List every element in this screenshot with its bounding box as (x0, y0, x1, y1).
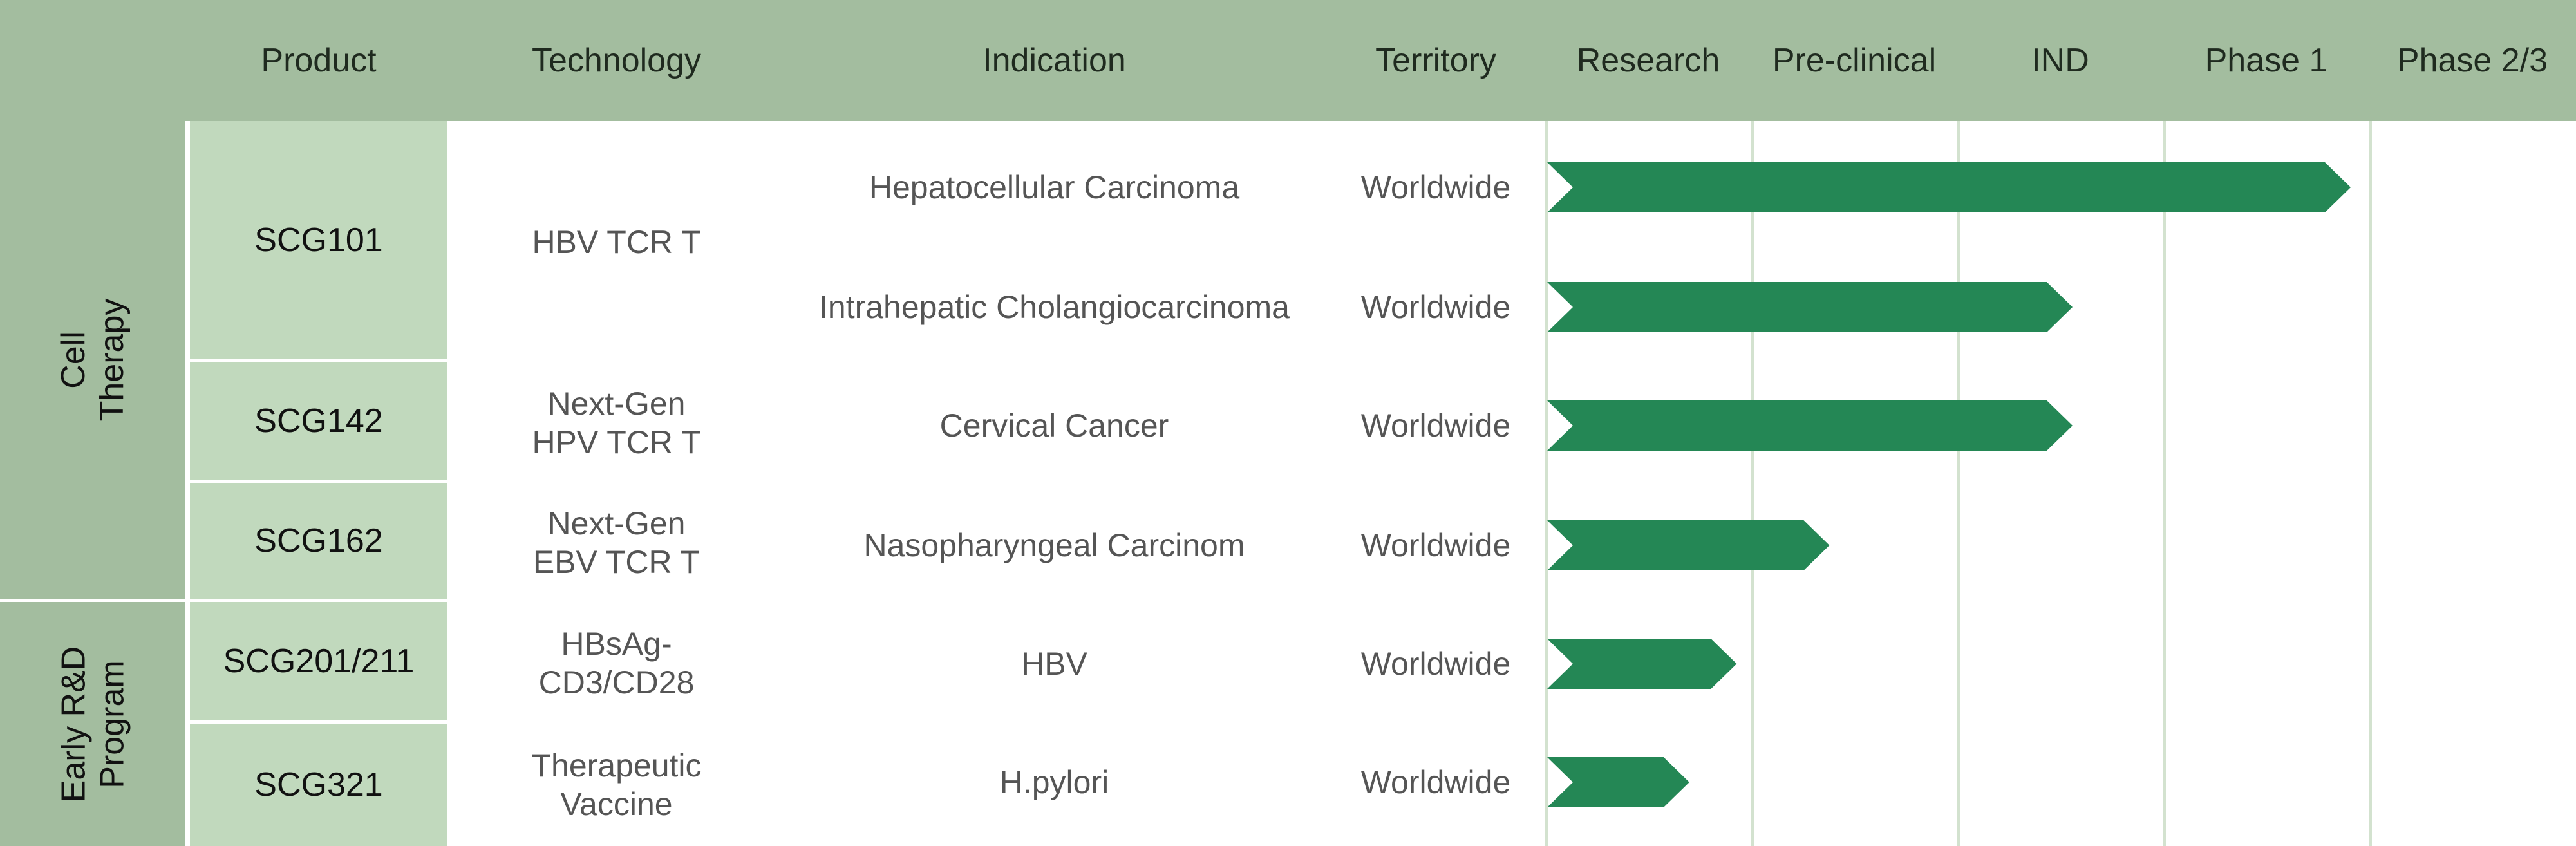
technology-cell: Therapeutic Vaccine (531, 747, 702, 822)
territory-cell: Worldwide (1360, 289, 1511, 325)
indication-cell: H.pylori (999, 764, 1109, 800)
indication-cell: Nasopharyngeal Carcinom (863, 527, 1245, 563)
header-band (0, 0, 2576, 121)
progress-bar (1547, 639, 1737, 689)
group-cell-early-rd: Early R&D Program (0, 602, 185, 846)
product-cell: SCG162 (190, 483, 447, 602)
header-stage-phase1: Phase 1 (2205, 42, 2328, 79)
product-cell: SCG201/211 (190, 602, 447, 724)
product-cell: SCG321 (190, 724, 447, 846)
territory-cell: Worldwide (1360, 646, 1511, 682)
header-stage-research: Research (1576, 42, 1720, 79)
stage-gridline (1957, 121, 1960, 846)
technology-cell: HBsAg- CD3/CD28 (538, 625, 695, 700)
group-cell-cell-therapy: Cell Therapy (0, 121, 185, 602)
progress-bar (1547, 282, 2073, 332)
technology-cell: HBV TCR T (532, 223, 701, 260)
territory-cell: Worldwide (1360, 169, 1511, 205)
indication-cell: Intrahepatic Cholangiocarcinoma (819, 289, 1290, 325)
header-indication: Indication (982, 42, 1126, 79)
indication-cell: Cervical Cancer (939, 408, 1169, 444)
header-stage-ind: IND (2031, 42, 2089, 79)
progress-bar (1547, 400, 2073, 451)
stage-gridline (1751, 121, 1754, 846)
header-stage-preclinical: Pre-clinical (1772, 42, 1937, 79)
indication-cell: Hepatocellular Carcinoma (869, 169, 1240, 205)
territory-cell: Worldwide (1360, 408, 1511, 444)
header-technology: Technology (531, 42, 702, 79)
header-product: Product (261, 42, 377, 79)
progress-bar (1547, 520, 1830, 570)
technology-cell: Next-Gen HPV TCR T (532, 385, 701, 460)
stage-gridline (2163, 121, 2166, 846)
territory-cell: Worldwide (1360, 764, 1511, 800)
stage-gridline (2369, 121, 2372, 846)
progress-bar (1547, 757, 1689, 807)
technology-cell: Next-Gen EBV TCR T (532, 505, 700, 580)
header-stage-phase23: Phase 2/3 (2396, 42, 2548, 79)
indication-cell: HBV (1021, 646, 1087, 682)
product-cell: SCG101 (190, 121, 447, 362)
product-cell: SCG142 (190, 362, 447, 483)
stage-gridline (1545, 121, 1548, 846)
progress-bar (1547, 162, 2351, 212)
header-territory: Territory (1375, 42, 1496, 79)
territory-cell: Worldwide (1360, 527, 1511, 563)
